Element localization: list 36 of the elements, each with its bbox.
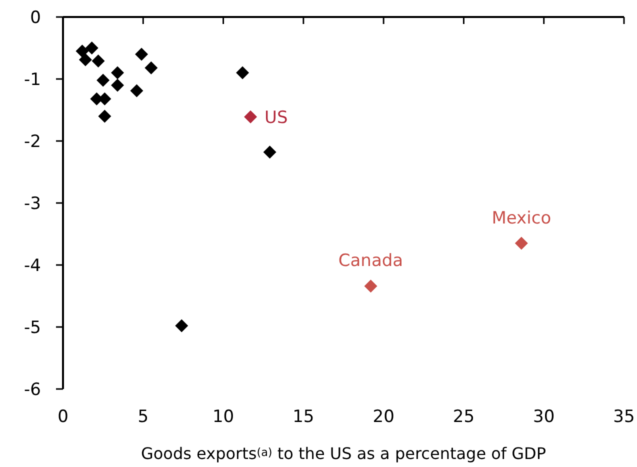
x-tick-label: 10 xyxy=(212,407,234,427)
point xyxy=(135,48,148,61)
y-tick-label: -1 xyxy=(24,70,41,90)
x-tick-label: 5 xyxy=(138,407,149,427)
series-label: Mexico xyxy=(492,208,552,228)
point xyxy=(96,74,110,87)
point xyxy=(175,319,188,332)
x-tick-label: 30 xyxy=(533,407,555,427)
x-tick-label: 15 xyxy=(292,407,314,427)
x-tick-label: 35 xyxy=(613,407,635,427)
series-label: Canada xyxy=(338,251,404,272)
x-tick-label: 20 xyxy=(372,407,394,427)
point xyxy=(144,61,158,74)
series-label: US xyxy=(264,108,288,128)
point xyxy=(130,84,144,98)
point xyxy=(364,280,378,293)
point xyxy=(263,146,276,159)
point xyxy=(514,236,528,250)
point xyxy=(85,42,98,54)
point xyxy=(78,53,92,66)
x-tick-label: 0 xyxy=(58,407,68,427)
y-tick-label: -5 xyxy=(24,318,41,338)
point xyxy=(92,54,105,68)
y-tick-label: -3 xyxy=(24,194,41,214)
point xyxy=(110,78,124,92)
point xyxy=(236,66,250,80)
point xyxy=(110,66,124,80)
y-tick-label: -6 xyxy=(24,380,41,400)
x-axis-title: Goods exports$^{(a)}$ to the US as a percentage of GDP xyxy=(140,444,546,463)
y-tick-label: 0 xyxy=(30,8,41,28)
x-tick-label: 25 xyxy=(452,407,475,427)
y-tick-label: -4 xyxy=(24,256,41,276)
point xyxy=(98,110,112,123)
point xyxy=(244,110,258,124)
y-tick-label: -2 xyxy=(24,132,41,152)
point xyxy=(76,44,89,58)
